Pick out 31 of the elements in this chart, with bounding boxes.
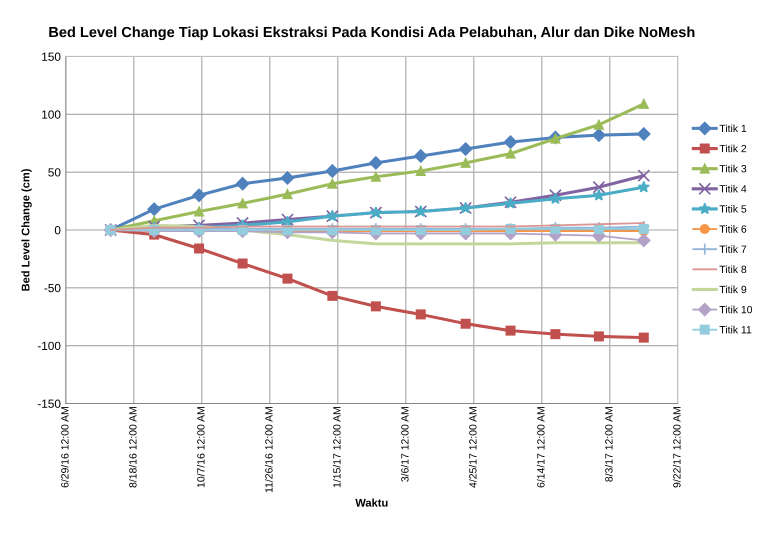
x-tick-label: 3/6/17 12:00 AM [400, 407, 409, 482]
y-axis-title: Bed Level Change (cm) [21, 169, 32, 291]
y-tick-label: 0 [54, 226, 60, 234]
x-tick-label: 1/15/17 12:00 AM [332, 407, 341, 488]
legend-label: Titik 10 [720, 306, 752, 314]
y-tick-label: 100 [42, 110, 60, 119]
legend-label: Titik 8 [720, 265, 746, 274]
legend-label: Titik 3 [720, 164, 746, 172]
legend-label: Titik 6 [720, 225, 746, 233]
legend-label: Titik 9 [720, 286, 746, 294]
legend-label: Titik 7 [720, 245, 746, 253]
legend-label: Titik 4 [720, 184, 746, 193]
x-tick-label: 8/18/16 12:00 AM [128, 407, 137, 488]
legend-label: Titik 2 [720, 144, 746, 152]
chart-title: Bed Level Change Tiap Lokasi Ekstraksi Pada Kondisi Ada Pelabuhan, Alur dan Dike NoMesh [49, 26, 694, 40]
legend-label: Titik 5 [720, 205, 746, 213]
y-tick-label: 50 [48, 168, 60, 177]
legend-label: Titik 11 [720, 326, 752, 334]
legend-label: Titik 1 [720, 124, 746, 132]
x-tick-label: 11/26/16 12:00 AM [264, 407, 273, 492]
x-tick-label: 9/22/17 12:00 AM [672, 407, 681, 488]
x-tick-label: 10/7/16 12:00 AM [196, 407, 205, 488]
x-tick-label: 8/3/17 12:00 AM [604, 407, 613, 482]
y-tick-label: -150 [38, 400, 60, 408]
x-tick-label: 6/29/16 12:00 AM [60, 407, 69, 488]
x-tick-label: 6/14/17 12:00 AM [536, 407, 545, 488]
x-tick-label: 4/25/17 12:00 AM [468, 407, 477, 488]
x-axis-title: Waktu [355, 498, 388, 507]
y-tick-label: -100 [38, 342, 60, 350]
y-tick-label: -50 [44, 284, 60, 292]
y-tick-label: 150 [42, 52, 60, 61]
